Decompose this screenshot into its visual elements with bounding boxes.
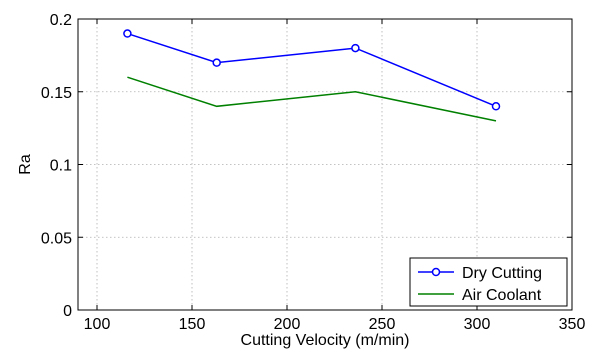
x-tick-label: 100 (84, 316, 111, 333)
y-tick-label: 0.05 (41, 230, 72, 247)
x-tick-label: 200 (274, 316, 301, 333)
series-line-1 (127, 76, 497, 122)
x-tick-label: 250 (369, 316, 396, 333)
series-line-0 (127, 32, 497, 107)
x-axis-label: Cutting Velocity (m/min) (241, 332, 410, 349)
y-tick-label: 0 (63, 303, 72, 320)
legend-entry-label: Dry Cutting (462, 265, 542, 282)
x-tick-label: 350 (559, 316, 586, 333)
legend-marker (431, 267, 441, 277)
legend-entry-label: Air Coolant (462, 287, 542, 304)
series-layer (123, 29, 501, 122)
series-point (212, 58, 221, 67)
legend: Dry Cutting Air Coolant (409, 257, 568, 307)
series-point (123, 29, 132, 38)
grid-lines (78, 19, 572, 310)
y-tick-label: 0.2 (50, 12, 72, 29)
axis-ticks: 100 150 200 250 300 350 0 0.05 0.1 0.15 0.2 (41, 12, 586, 333)
y-axis-label: Ra (17, 154, 34, 175)
x-tick-label: 150 (179, 316, 206, 333)
y-tick-label: 0.15 (41, 85, 72, 102)
y-tick-label: 0.1 (50, 158, 72, 175)
x-tick-label: 300 (464, 316, 491, 333)
series-point (491, 102, 501, 111)
series-point (351, 43, 360, 53)
legend-box (409, 257, 568, 307)
